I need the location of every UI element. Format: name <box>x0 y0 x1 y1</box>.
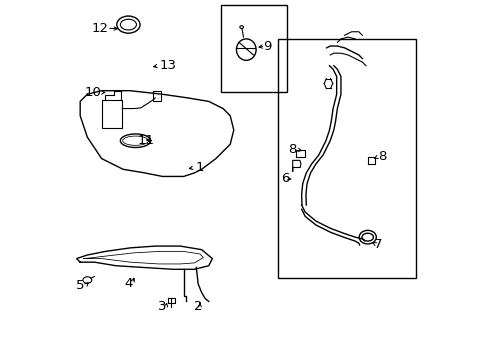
Text: 5: 5 <box>76 279 84 292</box>
Text: 8: 8 <box>288 143 296 156</box>
Text: 11: 11 <box>138 134 154 147</box>
Text: 3: 3 <box>158 300 166 313</box>
Text: 13: 13 <box>159 59 176 72</box>
Text: 12: 12 <box>91 22 108 35</box>
Text: 10: 10 <box>84 86 101 99</box>
Text: 2: 2 <box>193 300 202 313</box>
Text: 7: 7 <box>373 238 382 251</box>
Bar <box>102 100 122 128</box>
Text: 1: 1 <box>195 161 203 174</box>
Text: 4: 4 <box>124 277 132 290</box>
Bar <box>153 91 161 101</box>
Bar <box>278 39 415 278</box>
Text: 8: 8 <box>377 150 386 163</box>
Text: 6: 6 <box>281 172 289 185</box>
Bar <box>221 5 287 93</box>
Text: 9: 9 <box>263 40 271 53</box>
